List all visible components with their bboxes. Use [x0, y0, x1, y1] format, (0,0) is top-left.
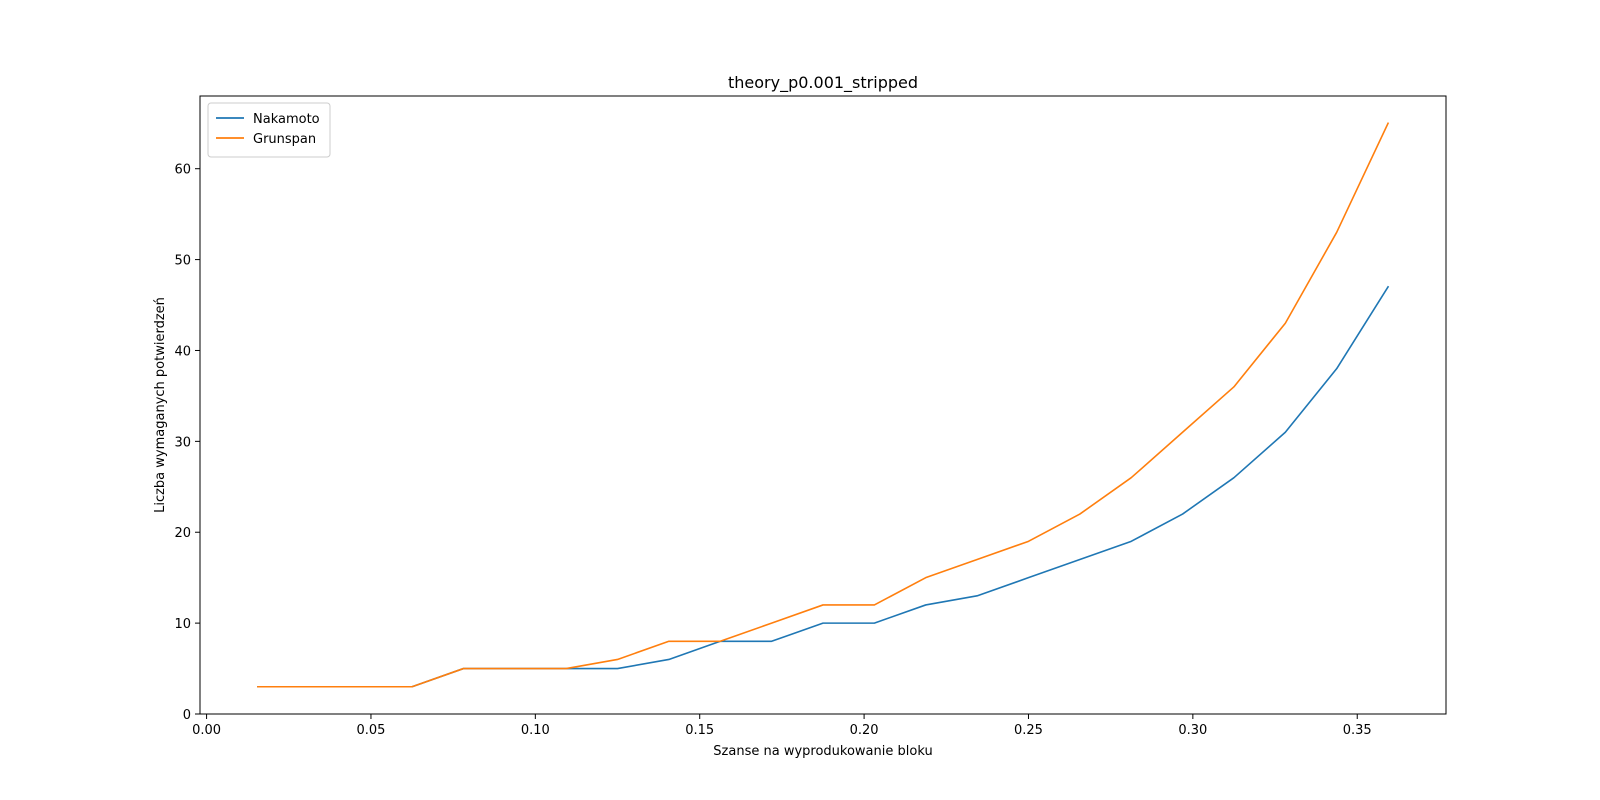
series-line-grunspan	[257, 122, 1390, 688]
y-tick-label: 60	[174, 163, 191, 178]
x-tick-label: 0.25	[1014, 723, 1043, 738]
x-tick-label: 0.10	[521, 723, 550, 738]
y-axis: 0 10 20 30 40 50 60	[174, 163, 200, 723]
x-tick-label: 0.30	[1178, 723, 1207, 738]
series-layer	[257, 122, 1390, 688]
x-tick-label: 0.35	[1343, 723, 1372, 738]
y-tick-label: 30	[174, 435, 191, 450]
plot-area-frame	[199, 95, 1447, 715]
x-tick-label: 0.00	[192, 723, 221, 738]
x-tick-label: 0.15	[685, 723, 714, 738]
y-axis-label: Liczba wymaganych potwierdzeń	[153, 297, 168, 513]
legend-label-nakamoto: Nakamoto	[253, 112, 320, 127]
x-tick-label: 0.20	[850, 723, 879, 738]
legend-label-grunspan: Grunspan	[253, 132, 316, 147]
x-tick-label: 0.05	[356, 723, 385, 738]
x-axis: 0.00 0.05 0.10 0.15 0.20 0.25 0.30 0.35	[192, 714, 1372, 738]
y-tick-label: 20	[174, 526, 191, 541]
legend-box	[207, 102, 331, 158]
y-tick-label: 40	[174, 344, 191, 359]
y-tick-label: 0	[183, 708, 191, 723]
chart-title: theory_p0.001_stripped	[728, 73, 918, 93]
y-tick-label: 50	[174, 254, 191, 269]
legend: Nakamoto Grunspan	[207, 102, 331, 158]
x-axis-label: Szanse na wyprodukowanie bloku	[713, 744, 932, 759]
y-tick-label: 10	[174, 617, 191, 632]
